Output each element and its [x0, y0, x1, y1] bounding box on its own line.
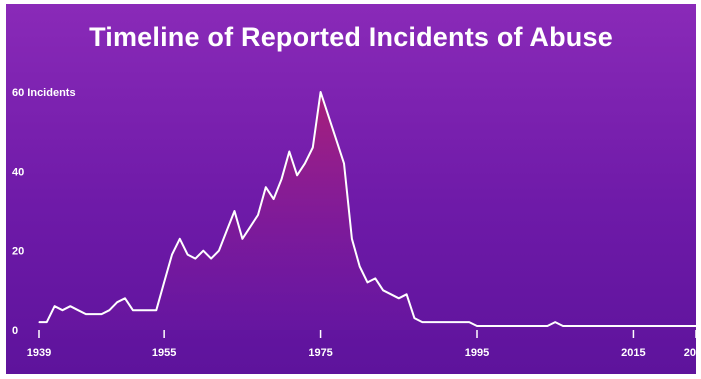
data-point-2013 — [617, 325, 619, 327]
data-point-1977 — [335, 139, 337, 141]
data-point-2012 — [609, 325, 611, 327]
data-point-1957 — [179, 238, 181, 240]
data-point-2002 — [531, 325, 533, 327]
data-point-2011 — [601, 325, 603, 327]
data-point-1941 — [54, 305, 56, 307]
data-point-1958 — [187, 254, 189, 256]
data-point-1943 — [69, 305, 71, 307]
data-point-2007 — [570, 325, 572, 327]
data-point-1973 — [304, 162, 306, 164]
data-point-1965 — [241, 238, 243, 240]
data-point-1946 — [93, 313, 95, 315]
data-point-2010 — [593, 325, 595, 327]
data-point-1947 — [101, 313, 103, 315]
data-point-1939 — [38, 321, 40, 323]
data-point-2005 — [554, 321, 556, 323]
data-point-1968 — [265, 186, 267, 188]
data-point-1948 — [108, 309, 110, 311]
x-tick-label: 2023 — [684, 347, 696, 359]
data-point-2014 — [625, 325, 627, 327]
x-tick-label: 1995 — [465, 347, 489, 359]
y-tick-label: 0 — [12, 325, 18, 337]
data-point-1979 — [351, 238, 353, 240]
data-point-2001 — [523, 325, 525, 327]
x-tick-label: 1939 — [27, 347, 51, 359]
data-point-1975 — [320, 91, 322, 93]
data-point-1985 — [398, 297, 400, 299]
data-point-1956 — [171, 254, 173, 256]
data-point-1983 — [382, 289, 384, 291]
data-point-1945 — [85, 313, 87, 315]
x-tick-label: 1975 — [308, 347, 332, 359]
series-area — [39, 92, 696, 330]
data-point-1966 — [249, 226, 251, 228]
data-point-2019 — [664, 325, 666, 327]
data-point-1954 — [155, 309, 157, 311]
data-point-1960 — [202, 250, 204, 252]
y-tick-label: 40 — [12, 166, 24, 178]
data-point-1942 — [61, 309, 64, 311]
data-point-1969 — [273, 198, 275, 200]
data-point-1971 — [288, 150, 290, 153]
data-point-2006 — [562, 325, 564, 327]
data-point-2009 — [585, 325, 588, 327]
data-point-1974 — [312, 146, 314, 149]
data-point-1963 — [226, 230, 228, 232]
data-point-2017 — [648, 325, 650, 327]
data-point-2008 — [578, 325, 580, 327]
data-point-1984 — [390, 293, 392, 295]
data-point-1959 — [194, 258, 196, 260]
data-point-1997 — [492, 325, 494, 327]
data-point-1953 — [147, 309, 150, 311]
data-point-1982 — [374, 277, 376, 279]
data-point-1981 — [366, 281, 369, 283]
data-point-1964 — [233, 210, 236, 212]
data-point-2022 — [687, 325, 689, 327]
chart-title: Timeline of Reported Incidents of Abuse — [89, 22, 613, 52]
data-point-2023 — [695, 325, 696, 327]
y-tick-label: 20 — [12, 246, 24, 258]
data-point-1996 — [484, 325, 486, 327]
y-tick-label: 60 Incidents — [12, 87, 76, 99]
data-point-2018 — [656, 325, 658, 327]
x-tick-label: 2015 — [621, 347, 645, 359]
data-point-1994 — [468, 321, 470, 323]
data-point-1961 — [210, 258, 212, 260]
data-point-2021 — [679, 325, 682, 327]
data-point-1998 — [499, 325, 502, 327]
chart-area: 0 20 40 60 Incidents 1939 1955 1975 1995 2015 202… — [12, 87, 696, 359]
x-tick-label: 1955 — [152, 347, 176, 359]
data-point-1972 — [296, 174, 298, 176]
data-point-1986 — [406, 293, 408, 295]
data-point-2003 — [539, 325, 541, 327]
data-point-1952 — [140, 309, 142, 311]
data-point-2020 — [671, 325, 674, 327]
data-point-1993 — [460, 321, 462, 323]
data-point-1995 — [476, 325, 478, 327]
data-point-1967 — [257, 214, 259, 216]
data-point-1990 — [437, 321, 439, 323]
data-point-1970 — [280, 178, 283, 180]
data-point-1962 — [218, 250, 220, 252]
data-point-1999 — [507, 325, 509, 327]
data-point-1991 — [445, 321, 447, 323]
data-point-1989 — [429, 321, 431, 323]
data-point-2015 — [632, 325, 635, 327]
data-point-1944 — [77, 309, 79, 311]
data-point-2004 — [546, 325, 549, 327]
data-point-1987 — [413, 317, 415, 319]
data-point-1992 — [452, 321, 455, 323]
data-point-2016 — [640, 325, 642, 327]
data-point-1940 — [46, 321, 48, 323]
data-point-1955 — [163, 281, 165, 283]
data-point-2000 — [515, 325, 517, 327]
data-point-1951 — [132, 309, 134, 311]
chart-frame: Timeline of Reported Incidents of Abuse … — [6, 4, 696, 374]
data-point-1949 — [116, 301, 118, 303]
data-point-1978 — [343, 162, 345, 164]
data-point-1976 — [327, 115, 329, 117]
data-point-1988 — [421, 321, 423, 323]
data-point-1980 — [359, 265, 361, 268]
data-point-1950 — [124, 297, 126, 299]
